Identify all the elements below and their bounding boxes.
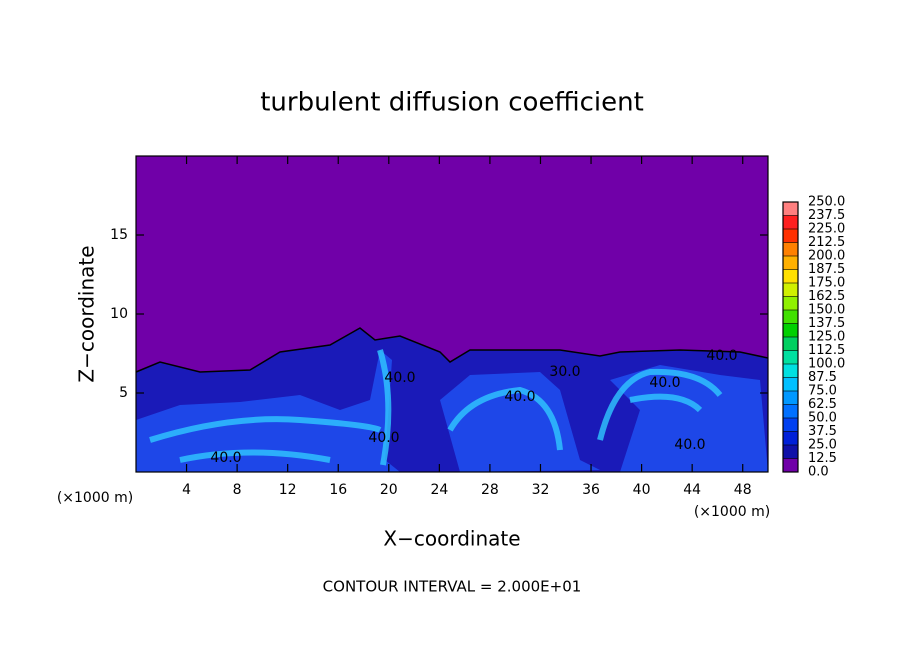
colorbar-swatch [783, 323, 798, 337]
colorbar-swatch [783, 256, 798, 270]
contour-field [135, 155, 769, 473]
colorbar-swatch [783, 458, 798, 472]
colorbar-label: 187.5 [808, 262, 845, 277]
colorbar-label: 250.0 [808, 195, 845, 210]
contour-label: 40.0 [210, 450, 241, 466]
colorbar-swatch [783, 391, 798, 405]
colorbar-label: 100.0 [808, 357, 845, 372]
x-tick-label: 48 [734, 482, 752, 498]
colorbar-label: 162.5 [808, 289, 845, 304]
colorbar-label: 175.0 [808, 276, 845, 291]
chart-title: turbulent diffusion coefficient [260, 88, 644, 118]
colorbar-swatch [783, 215, 798, 229]
x-axis-label: X−coordinate [383, 527, 520, 551]
colorbar-label: 225.0 [808, 222, 845, 237]
contour-label: 40.0 [504, 389, 535, 405]
colorbar-label: 87.5 [808, 370, 837, 385]
contour-label: 40.0 [368, 430, 399, 446]
colorbar-swatch [783, 350, 798, 364]
x-tick-label: 44 [683, 482, 701, 498]
footer: CONTOUR INTERVAL = 2.000E+01 [323, 578, 582, 596]
field-mid [136, 350, 768, 472]
colorbar-swatch [783, 296, 798, 310]
colorbar-swatch [783, 431, 798, 445]
x-tick-label: 28 [481, 482, 499, 498]
contour-label: 30.0 [549, 364, 580, 380]
colorbar-label: 37.5 [808, 424, 837, 439]
colorbar-label: 125.0 [808, 330, 845, 345]
colorbar-swatch [783, 364, 798, 378]
colorbar-swatch [783, 269, 798, 283]
x-unit-label: (×1000 m) [57, 490, 133, 506]
colorbar-swatch [783, 242, 798, 256]
y-tick-label: 5 [119, 385, 128, 401]
colorbar-swatch [783, 445, 798, 459]
x-tick-label: 8 [233, 482, 242, 498]
x-tick-label: 32 [532, 482, 550, 498]
colorbar-swatch [783, 310, 798, 324]
colorbar-label: 25.0 [808, 438, 837, 453]
x-tick-label: 12 [279, 482, 297, 498]
colorbar-label: 12.5 [808, 451, 837, 466]
y-tick-label: 10 [110, 306, 128, 322]
colorbar-swatch [783, 377, 798, 391]
contour-label: 40.0 [649, 375, 680, 391]
x-tick-label: 24 [430, 482, 448, 498]
colorbar-swatch [783, 404, 798, 418]
colorbar-label: 150.0 [808, 303, 845, 318]
colorbar-swatch [783, 418, 798, 432]
colorbar-label: 75.0 [808, 384, 837, 399]
x-tick-label: 16 [329, 482, 347, 498]
x-tick-label: 40 [633, 482, 651, 498]
colorbar-swatch [783, 229, 798, 243]
colorbar-label: 137.5 [808, 316, 845, 331]
colorbar-label: 0.0 [808, 465, 829, 480]
field-high [149, 349, 723, 466]
contour-line [135, 327, 769, 373]
colorbar-label: 50.0 [808, 411, 837, 426]
colorbar-swatch [783, 337, 798, 351]
colorbar-label: 112.5 [808, 343, 845, 358]
colorbar-label: 200.0 [808, 249, 845, 264]
x-unit-label: (×1000 m) [694, 504, 770, 520]
contour-label: 40.0 [384, 370, 415, 386]
colorbar-swatch [783, 202, 798, 216]
contour-label: 40.0 [706, 348, 737, 364]
y-tick-label: 15 [110, 227, 128, 243]
x-tick-label: 36 [582, 482, 600, 498]
colorbar-label: 62.5 [808, 397, 837, 412]
x-tick-label: 4 [182, 482, 191, 498]
colorbar-swatch [783, 283, 798, 297]
colorbar-label: 237.5 [808, 208, 845, 223]
colorbar-label: 212.5 [808, 235, 845, 250]
contour-label: 40.0 [674, 437, 705, 453]
y-axis-label: Z−coordinate [75, 245, 99, 382]
x-tick-label: 20 [380, 482, 398, 498]
